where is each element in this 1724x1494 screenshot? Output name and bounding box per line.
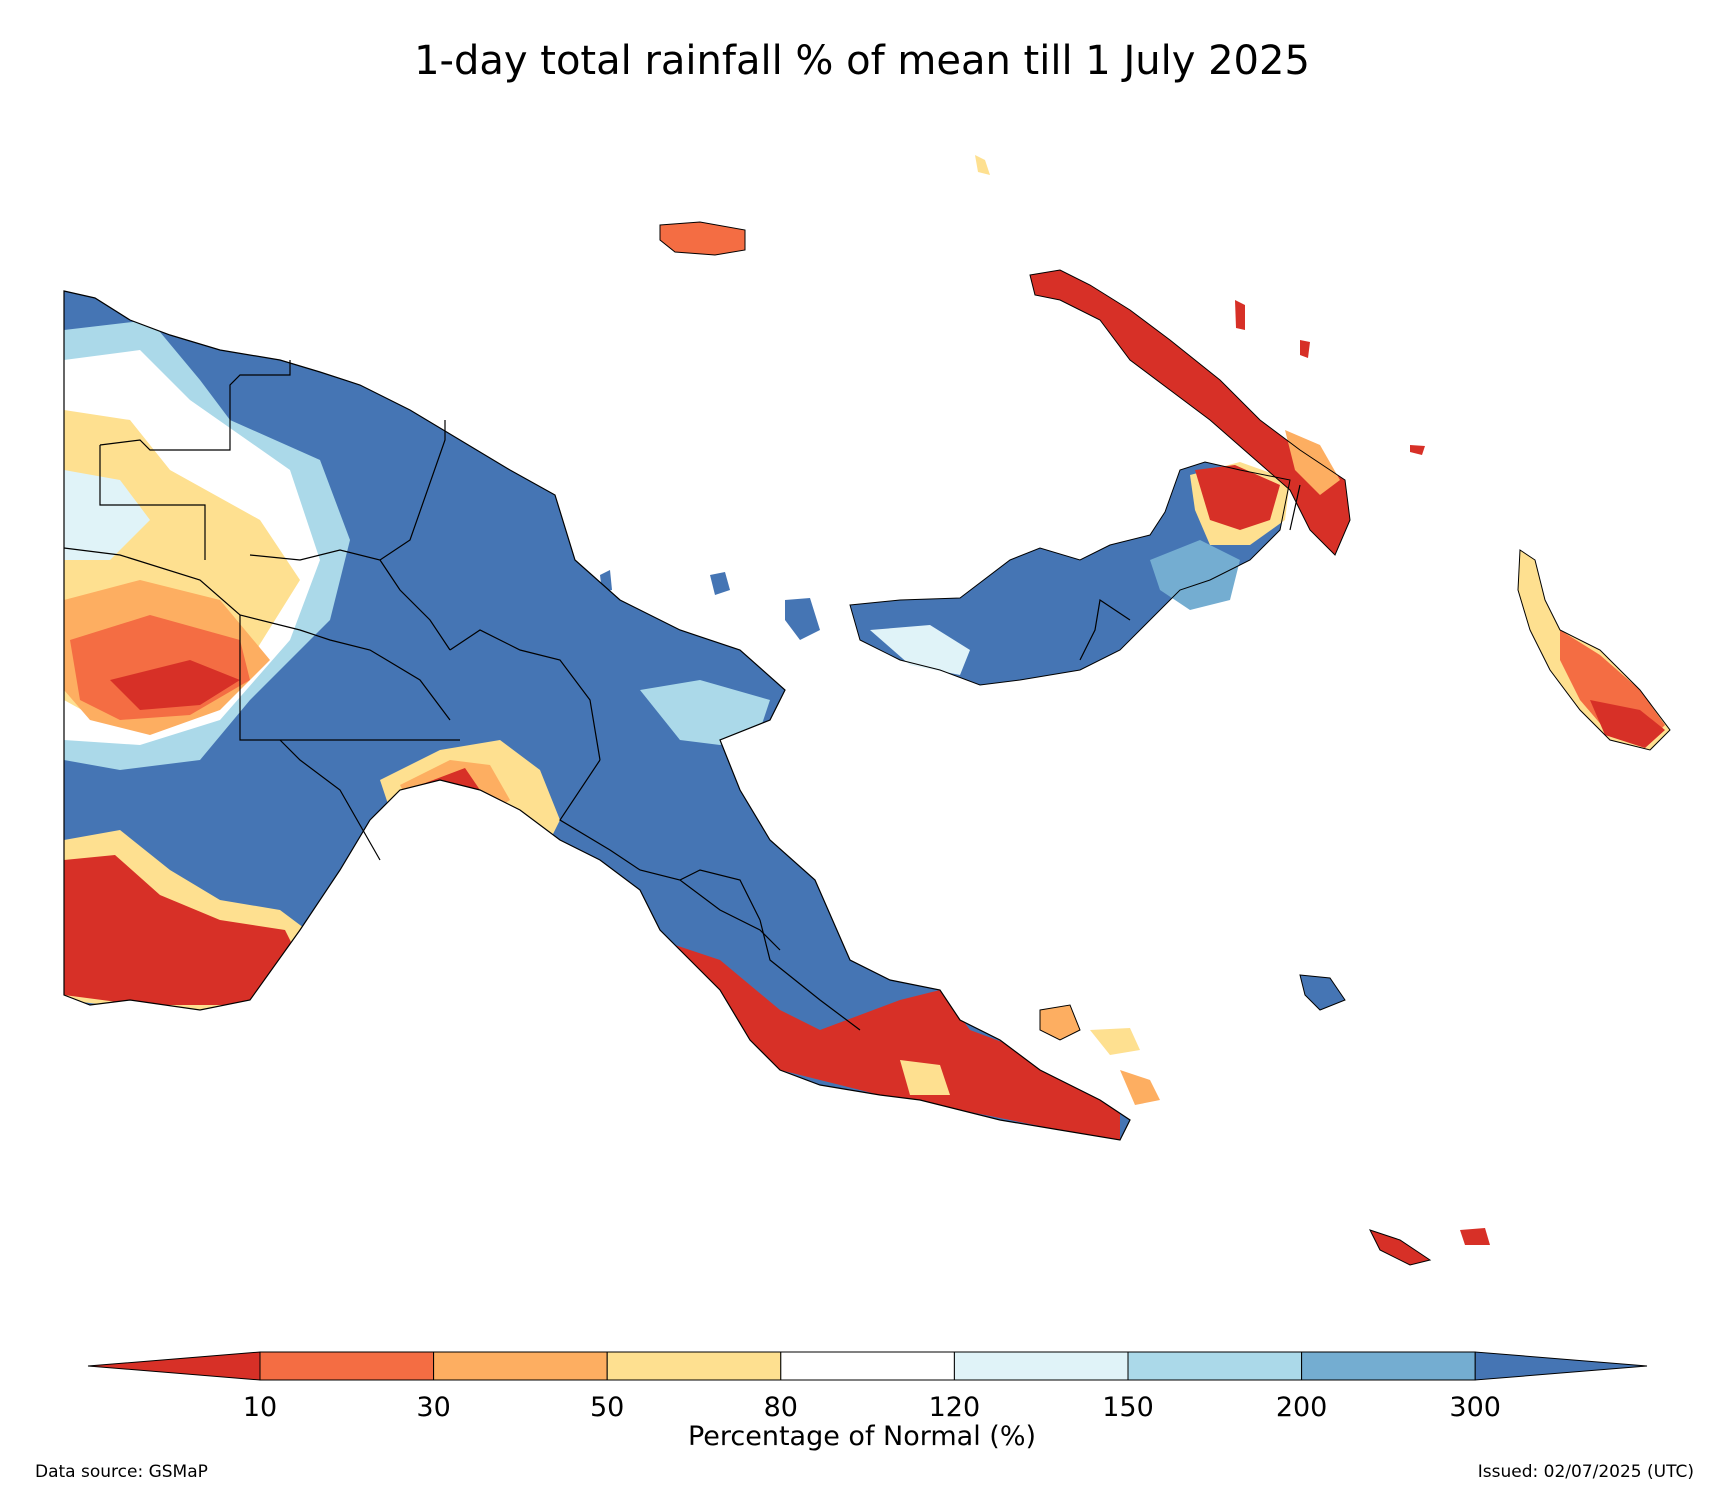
colorbar-tick-150: 150 <box>1102 1392 1154 1423</box>
colorbar-tick-10: 10 <box>242 1392 278 1423</box>
manus-island <box>660 222 745 255</box>
colorbar <box>87 1351 1648 1381</box>
new-ireland <box>1030 270 1350 555</box>
colorbar-tick-80: 80 <box>763 1392 798 1423</box>
colorbar-tick-50: 50 <box>590 1392 625 1423</box>
colorbar-tick-120: 120 <box>928 1392 981 1423</box>
colorbar-tick-30: 30 <box>416 1392 451 1423</box>
colorbar-bin-10-30 <box>259 1351 435 1381</box>
issued-date-note: Issued: 02/07/2025 (UTC) <box>1477 1462 1694 1482</box>
colorbar-bin-80-120 <box>780 1351 955 1381</box>
colorbar-label: Percentage of Normal (%) <box>687 1421 1037 1452</box>
colorbar-bin-200-300 <box>1301 1351 1476 1381</box>
colorbar-bin-50-80 <box>606 1351 782 1381</box>
mainland-fill <box>64 291 1130 1140</box>
bougainville <box>1518 550 1670 750</box>
map-title: 1-day total rainfall % of mean till 1 Ju… <box>414 38 1310 84</box>
colorbar-tick-200: 200 <box>1275 1392 1328 1423</box>
province-borders <box>63 290 1301 1141</box>
colorbar-bin-120-150 <box>953 1351 1129 1381</box>
island-outlines <box>659 221 1671 1266</box>
data-source-note: Data source: GSMaP <box>35 1462 208 1482</box>
colorbar-bin-30-50 <box>433 1351 608 1381</box>
small-islands <box>600 155 1490 1265</box>
colorbar-under-triangle <box>87 1351 261 1381</box>
colorbar-tick-300: 300 <box>1449 1392 1501 1423</box>
colorbar-bin-150-200 <box>1127 1351 1303 1381</box>
colorbar-over-triangle <box>1474 1351 1648 1381</box>
new-britain <box>850 462 1290 685</box>
